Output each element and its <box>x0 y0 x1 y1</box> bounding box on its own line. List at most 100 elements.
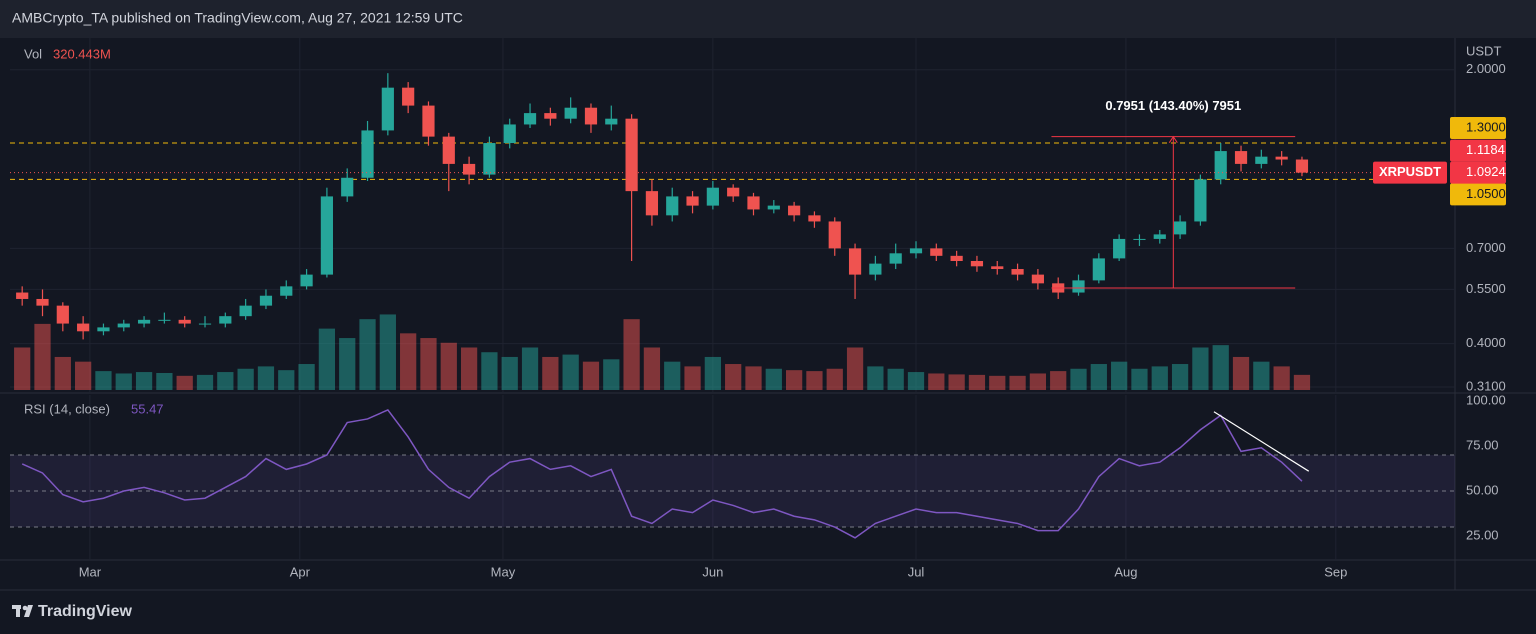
unit-label: USDT <box>1466 43 1501 58</box>
volume-bar <box>400 333 417 390</box>
candle-body <box>686 196 699 206</box>
volume-bar <box>928 373 945 390</box>
candle-body <box>909 248 923 254</box>
marker-price-label: 1.1184 <box>1466 142 1505 157</box>
candle-body <box>259 295 273 306</box>
rsi-tick-label: 100.00 <box>1466 392 1506 407</box>
rsi-trendline <box>1213 411 1310 472</box>
candle-body <box>544 113 557 119</box>
price-level-box <box>1450 183 1506 206</box>
candle-body <box>36 298 49 306</box>
candle-body <box>1092 258 1105 281</box>
measure-label: 0.7951 (143.40%) 7951 <box>1105 98 1241 113</box>
y-tick-label: 2.0000 <box>1466 61 1506 76</box>
candle-body <box>950 255 963 261</box>
candle-body <box>970 260 984 267</box>
rsi-tick-label: 50.00 <box>1466 482 1499 497</box>
candle-body <box>77 323 90 332</box>
rsi-line <box>21 409 1303 539</box>
candle-body <box>422 105 435 137</box>
volume-bar <box>501 356 518 390</box>
price-level-box <box>1450 117 1506 140</box>
candle-body <box>1011 269 1024 275</box>
candle-body <box>280 286 293 296</box>
candle-body <box>848 248 862 275</box>
volume-bar <box>115 373 132 390</box>
candle-body <box>117 323 130 328</box>
candle-body <box>97 327 110 332</box>
volume-bar <box>34 323 51 390</box>
volume-bar <box>217 372 234 390</box>
volume-bar <box>75 361 92 390</box>
volume-bar <box>704 356 721 390</box>
candle-body <box>788 205 801 216</box>
volume-bar <box>867 366 884 390</box>
volume-bar <box>603 359 620 390</box>
candle-body <box>239 305 252 317</box>
candle-body <box>564 107 577 119</box>
rsi-tick-label: 25.00 <box>1466 527 1499 542</box>
volume-bar <box>1232 356 1250 390</box>
header-bar <box>0 0 1536 38</box>
candle-body <box>402 87 415 106</box>
logo-shape <box>22 605 28 611</box>
last-price-box <box>1450 161 1506 184</box>
volume-bar <box>1293 374 1311 390</box>
volume-bar <box>582 361 600 390</box>
volume-bar <box>826 368 843 390</box>
volume-bar <box>176 375 193 390</box>
volume-bar <box>156 373 173 390</box>
candle-body <box>1113 238 1126 259</box>
candle-body <box>828 221 841 249</box>
logo-shape <box>24 605 33 617</box>
volume-bar <box>54 356 71 390</box>
volume-bar <box>1131 368 1148 390</box>
x-tick-label: Jun <box>702 564 723 579</box>
x-tick-label: Sep <box>1324 564 1347 579</box>
candle-body <box>1255 156 1268 164</box>
volume-bar <box>1090 364 1107 390</box>
volume-bar <box>846 347 864 390</box>
symbol-box <box>1373 161 1447 184</box>
volume-bar <box>339 338 356 390</box>
volume-bar <box>135 372 153 390</box>
candle-body <box>1295 159 1309 173</box>
candle-body <box>706 187 719 206</box>
candle-body <box>381 87 394 131</box>
y-tick-label: 0.3100 <box>1466 378 1506 393</box>
volume-bar <box>14 347 31 390</box>
volume-bar <box>1050 371 1067 390</box>
volume-bar <box>948 374 965 390</box>
volume-bar <box>1070 368 1087 390</box>
y-tick-label: 0.5500 <box>1466 281 1506 296</box>
volume-bar <box>196 374 214 390</box>
candle-body <box>625 118 638 192</box>
y-tick-label: 0.4000 <box>1466 335 1506 350</box>
rsi-name: RSI (14, close) <box>24 401 110 416</box>
candle-body <box>158 319 171 321</box>
candle-body <box>584 107 598 125</box>
candle-body <box>605 118 618 125</box>
volume-bar <box>481 352 498 390</box>
volume-bar <box>1253 361 1270 390</box>
candle-body <box>137 319 151 324</box>
volume-bar <box>968 374 986 390</box>
candle-body <box>869 263 882 275</box>
candle-body <box>645 191 659 216</box>
last-price-label: 1.0924 <box>1466 164 1506 179</box>
volume-bar <box>725 364 742 390</box>
x-tick-label: Apr <box>290 564 311 579</box>
volume-bar <box>237 368 254 390</box>
volume-bar <box>1009 375 1026 390</box>
volume-bar <box>542 356 559 390</box>
volume-bar <box>806 371 823 390</box>
candle-body <box>767 205 780 210</box>
y-tick-label: 0.7000 <box>1466 240 1506 255</box>
candle-body <box>889 253 902 264</box>
candle-body <box>523 113 537 125</box>
volume-bar <box>1273 366 1290 390</box>
candle-body <box>1194 179 1207 222</box>
volume-bar <box>643 347 661 390</box>
